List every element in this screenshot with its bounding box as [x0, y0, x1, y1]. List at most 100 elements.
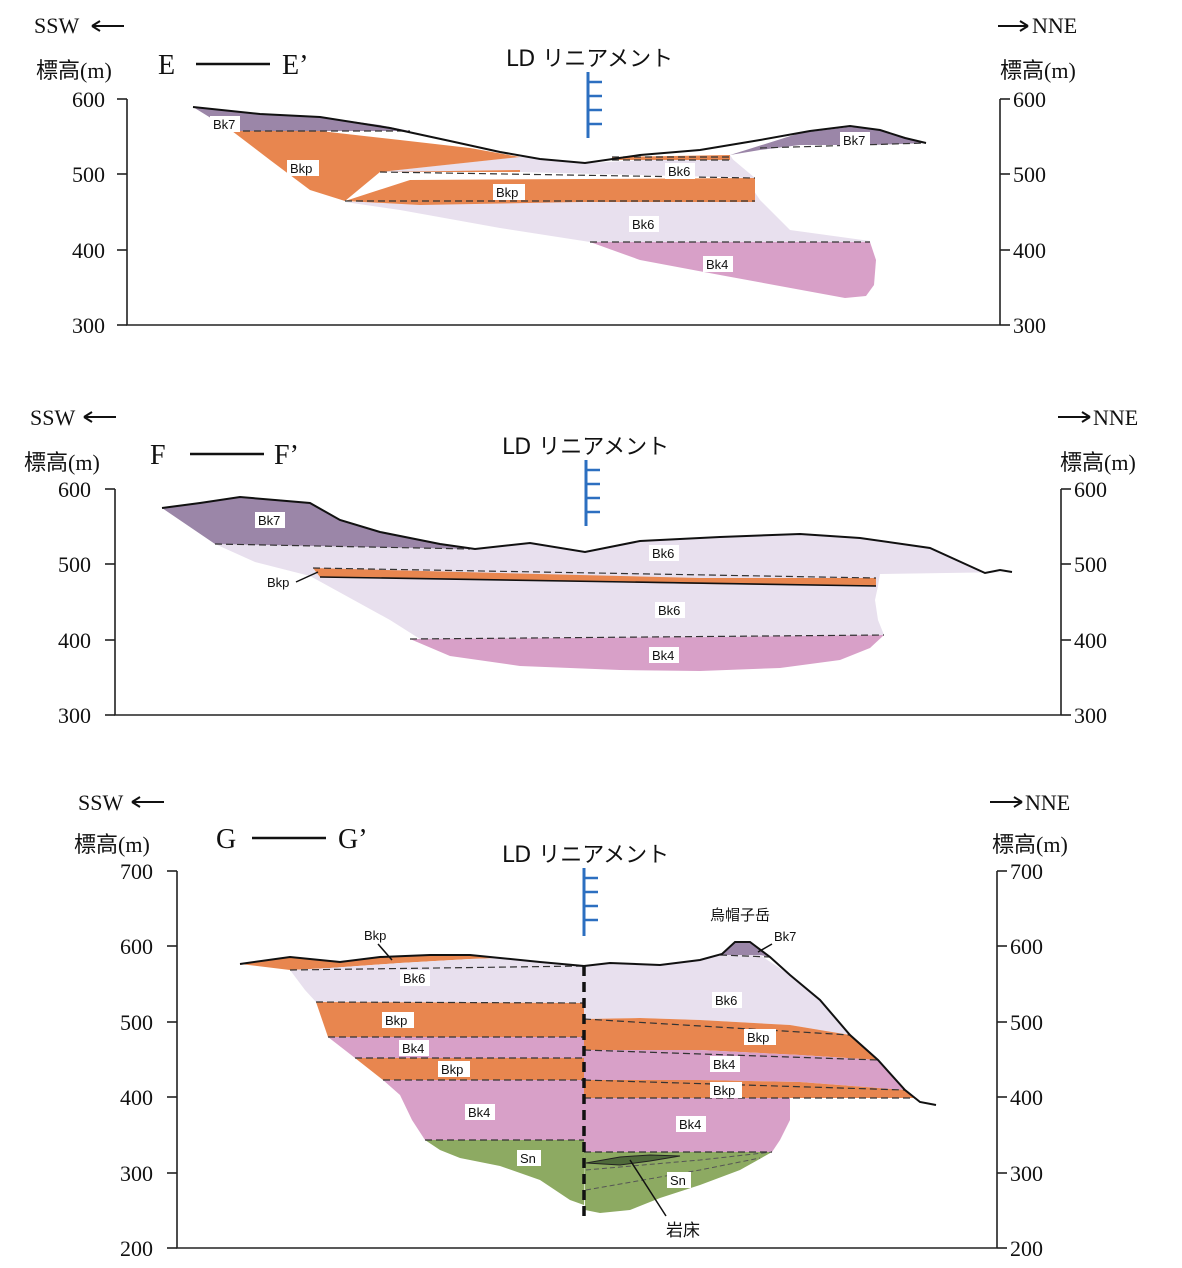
unit-label: Bk4: [399, 1040, 429, 1056]
unit-label: Bkp: [744, 1029, 776, 1045]
arrow-right-icon: [990, 797, 1022, 807]
section-g: SSW NNE 標高(m) 標高(m) G G’ LD リニアメント 700 6…: [74, 790, 1070, 1261]
tick-label: 400: [1074, 628, 1107, 653]
tick-label: 600: [72, 87, 105, 112]
direction-left-label: SSW: [34, 13, 79, 38]
unit-label: Bkp: [710, 1082, 742, 1098]
leader-line: [758, 944, 772, 952]
unit-label: Bk6: [649, 545, 679, 561]
tick-label: 400: [1010, 1085, 1043, 1110]
unit-label: Bk6: [629, 216, 659, 232]
svg-text:Bkp: Bkp: [441, 1062, 463, 1077]
elevation-label-left: 標高(m): [74, 832, 150, 857]
tick-label: 500: [120, 1010, 153, 1035]
unit-bkp-fill: [316, 1002, 584, 1037]
svg-text:Bk6: Bk6: [403, 971, 425, 986]
direction-left-label: SSW: [78, 790, 123, 815]
tick-label: 700: [1010, 859, 1043, 884]
svg-text:Bk6: Bk6: [632, 217, 654, 232]
tick-label: 300: [120, 1161, 153, 1186]
svg-text:Bk4: Bk4: [713, 1057, 735, 1072]
unit-label: Bk4: [649, 647, 679, 663]
svg-text:Bk7: Bk7: [258, 513, 280, 528]
svg-text:Bkp: Bkp: [385, 1013, 407, 1028]
tick-label: 500: [58, 552, 91, 577]
svg-text:Bkp: Bkp: [713, 1083, 735, 1098]
axis-right: 600 500 400 300: [1061, 477, 1107, 728]
section-title-left: G: [216, 824, 236, 855]
lineament-label: LD リニアメント: [506, 47, 673, 72]
svg-text:Bk4: Bk4: [402, 1041, 424, 1056]
unit-bk4-fill: [328, 1037, 584, 1058]
svg-text:Bk7: Bk7: [213, 117, 235, 132]
unit-label: Bkp: [438, 1061, 470, 1077]
tick-label: 600: [120, 934, 153, 959]
direction-right-label: NNE: [1093, 405, 1138, 430]
tick-label: 500: [1074, 552, 1107, 577]
unit-label: Sn: [517, 1150, 541, 1166]
unit-label: Bk6: [665, 163, 695, 179]
svg-text:Bk4: Bk4: [652, 648, 674, 663]
elevation-label-left: 標高(m): [36, 58, 112, 83]
svg-text:Bkp: Bkp: [496, 185, 518, 200]
arrow-right-icon: [998, 21, 1028, 31]
unit-label: Bk6: [400, 970, 430, 986]
svg-text:Sn: Sn: [520, 1151, 536, 1166]
unit-label: Bkp: [287, 160, 319, 176]
unit-label: Bk7: [255, 512, 285, 528]
svg-text:Bkp: Bkp: [290, 161, 312, 176]
elevation-label-left: 標高(m): [24, 450, 100, 475]
unit-label: Bk4: [465, 1104, 495, 1120]
svg-text:Sn: Sn: [670, 1173, 686, 1188]
lineament-marker-icon: [584, 868, 598, 936]
svg-text:Bk6: Bk6: [658, 603, 680, 618]
section-title-left: F: [150, 440, 166, 471]
section-title-right: F’: [274, 440, 299, 471]
tick-label: 200: [1010, 1236, 1043, 1261]
tick-label: 600: [1013, 87, 1046, 112]
elevation-label-right: 標高(m): [1000, 58, 1076, 83]
tick-label: 300: [1010, 1161, 1043, 1186]
tick-label: 500: [72, 162, 105, 187]
svg-text:Bk4: Bk4: [706, 257, 728, 272]
elevation-label-right: 標高(m): [992, 832, 1068, 857]
unit-label: Bkp: [264, 574, 296, 590]
direction-left-label: SSW: [30, 405, 75, 430]
unit-label: Bk7: [840, 132, 870, 148]
peak-name: 烏帽子岳: [710, 906, 770, 924]
tick-label: 400: [58, 628, 91, 653]
axis-right: 700 600 500 400 300 200: [997, 859, 1043, 1261]
unit-label: Bkp: [364, 928, 386, 943]
tick-label: 700: [120, 859, 153, 884]
unit-label: Bkp: [493, 184, 525, 200]
unit-label: Sn: [667, 1172, 691, 1188]
tick-label: 300: [58, 703, 91, 728]
unit-label: Bk4: [710, 1056, 740, 1072]
tick-label: 200: [120, 1236, 153, 1261]
tick-label: 600: [1010, 934, 1043, 959]
svg-text:Bk6: Bk6: [652, 546, 674, 561]
direction-right-label: NNE: [1032, 13, 1077, 38]
arrow-left-icon: [84, 412, 116, 422]
lineament-marker-icon: [586, 460, 600, 526]
svg-text:Bk7: Bk7: [843, 133, 865, 148]
unit-label: Bk7: [210, 116, 240, 132]
tick-label: 600: [1074, 477, 1107, 502]
tick-label: 300: [1013, 313, 1046, 338]
unit-sn-fill: [425, 1140, 584, 1205]
sill-label: 岩床: [666, 1221, 700, 1241]
lineament-marker-icon: [588, 72, 602, 138]
unit-bk4-fill: [410, 635, 884, 671]
svg-text:Bk6: Bk6: [668, 164, 690, 179]
section-title-right: E’: [282, 50, 308, 81]
section-e: SSW NNE 標高(m) 標高(m) E E’ LD リニアメント 600 5…: [34, 13, 1077, 338]
tick-label: 300: [1074, 703, 1107, 728]
svg-text:Bk4: Bk4: [679, 1117, 701, 1132]
unit-label: Bk4: [703, 256, 733, 272]
tick-label: 400: [72, 238, 105, 263]
unit-label: Bk4: [676, 1116, 706, 1132]
unit-label: Bk6: [712, 992, 742, 1008]
section-f: SSW NNE 標高(m) 標高(m) F F’ LD リニアメント 600 5…: [24, 405, 1138, 728]
lineament-label: LD リニアメント: [502, 843, 669, 868]
